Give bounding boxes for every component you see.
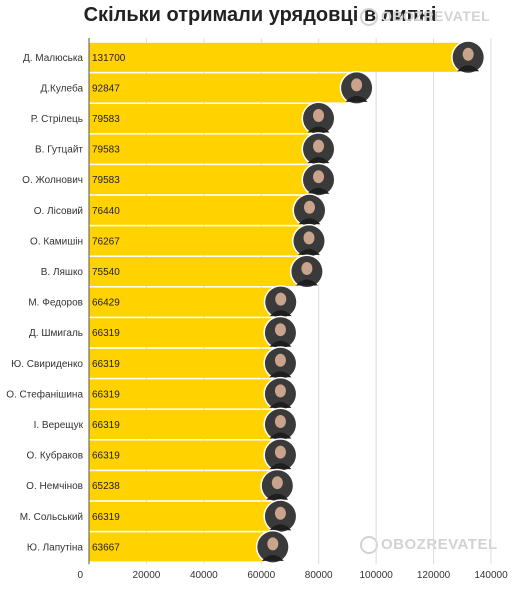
category-label: В. Ляшко (41, 267, 84, 278)
bar (89, 318, 280, 348)
category-label: О. Камишін (30, 236, 83, 247)
category-label: І. Верещук (34, 420, 84, 431)
data-label: 66319 (92, 451, 120, 462)
avatar-face (462, 47, 474, 61)
data-label: 79583 (92, 175, 120, 186)
data-label: 92847 (92, 83, 120, 94)
x-tick-label: 40000 (190, 570, 218, 581)
x-tick-label: 120000 (417, 570, 451, 581)
bar (89, 287, 280, 317)
category-label: О. Лісовий (34, 206, 83, 217)
watermark-logo: OBOZREVATEL (360, 8, 491, 27)
avatar-shoulders (307, 187, 330, 194)
category-label: О. Немчінов (26, 481, 83, 492)
data-label: 65238 (92, 481, 120, 492)
bar (89, 348, 280, 378)
bar (89, 501, 280, 531)
data-label: 76267 (92, 236, 120, 247)
bar (89, 42, 468, 72)
avatar-face (351, 78, 363, 92)
bar (89, 134, 318, 164)
avatar-shoulders (269, 401, 292, 408)
bar (89, 410, 280, 439)
avatar-face (274, 353, 286, 367)
avatar-face (275, 292, 287, 306)
avatar-face (274, 323, 286, 337)
avatar-shoulders (269, 310, 292, 317)
avatar-shoulders (295, 279, 318, 286)
watermark-logo: OBOZREVATEL (360, 536, 498, 555)
avatar-shoulders (307, 157, 330, 164)
data-label: 66319 (92, 328, 120, 339)
avatar-face (301, 262, 313, 275)
x-tick-label: 80000 (305, 570, 333, 581)
watermark-text: OBOZREVATEL (381, 8, 491, 24)
watermark-text: OBOZREVATEL (381, 536, 498, 553)
x-tick-label: 140000 (474, 570, 508, 581)
avatar-face (274, 384, 286, 398)
data-label: 79583 (92, 114, 120, 125)
avatar-shoulders (297, 248, 320, 255)
avatar-shoulders (266, 493, 289, 500)
data-label: 66319 (92, 389, 120, 400)
data-label: 75540 (92, 267, 120, 278)
category-label: Р. Стрілець (31, 114, 83, 125)
category-label: Д. Малюська (23, 53, 83, 64)
avatar-shoulders (345, 95, 368, 102)
bar (89, 73, 356, 103)
avatar-shoulders (269, 432, 292, 439)
bar (89, 440, 280, 470)
data-label: 66319 (92, 512, 120, 523)
avatar-shoulders (269, 463, 292, 470)
avatar-shoulders (269, 371, 292, 378)
category-label: Ю. Свириденко (11, 359, 83, 370)
bar (89, 165, 318, 195)
avatar-face (271, 476, 283, 490)
category-label: В. Гутцайт (35, 145, 83, 156)
category-label: О. Стефанішина (6, 388, 83, 400)
data-label: 76440 (92, 206, 120, 217)
data-label: 79583 (92, 145, 120, 156)
category-label: Ю. Лапутіна (27, 542, 84, 553)
avatar-shoulders (298, 218, 321, 225)
avatar-shoulders (307, 126, 330, 133)
category-label: М. Федоров (28, 298, 83, 309)
avatar-shoulders (261, 554, 284, 561)
avatar-shoulders (457, 65, 480, 72)
category-label: М. Сольський (20, 512, 83, 523)
bar (89, 379, 280, 409)
avatar-face (303, 231, 315, 245)
chart-title: Скільки отримали урядовці в липні (83, 4, 437, 26)
data-label: 66319 (92, 420, 120, 431)
category-label: О. Кубраков (27, 450, 83, 462)
avatar-face (313, 139, 325, 153)
bar (89, 104, 318, 133)
avatar-face (267, 537, 279, 551)
data-label: 63667 (92, 542, 120, 553)
data-label: 131700 (92, 53, 126, 64)
avatar-face (274, 415, 286, 428)
category-label: О. Жолнович (22, 175, 83, 186)
avatar-face (313, 170, 325, 184)
bar (89, 257, 306, 286)
x-tick-label: 60000 (247, 570, 275, 581)
x-tick-label: 0 (77, 570, 83, 581)
avatar-face (274, 445, 286, 459)
bar (89, 471, 277, 501)
data-label: 66429 (92, 298, 120, 309)
x-tick-label: 20000 (133, 570, 161, 581)
category-label: Д. Шмигаль (29, 328, 83, 339)
avatar-shoulders (269, 340, 292, 347)
category-label: Д.Кулеба (41, 82, 84, 94)
avatar-face (274, 506, 286, 520)
avatar-shoulders (269, 524, 292, 531)
bar (89, 226, 308, 256)
avatar-face (303, 200, 315, 214)
avatar-face (313, 109, 325, 122)
x-tick-label: 100000 (359, 570, 393, 581)
data-label: 66319 (92, 359, 120, 370)
bar (89, 195, 309, 225)
bar (89, 532, 272, 562)
